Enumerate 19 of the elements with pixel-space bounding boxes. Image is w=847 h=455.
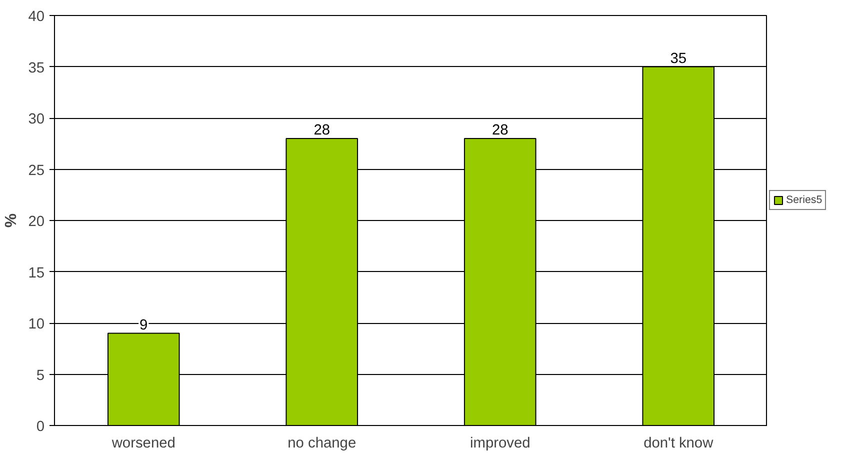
x-tick-label: no change bbox=[288, 436, 356, 452]
y-tick-label: 25 bbox=[28, 162, 45, 179]
x-tick-label: don't know bbox=[644, 436, 714, 452]
y-tick-label: 10 bbox=[28, 316, 45, 332]
x-tick-label: worsened bbox=[110, 436, 176, 452]
y-tick-label: 35 bbox=[28, 60, 45, 76]
y-tick-label: 20 bbox=[28, 214, 45, 230]
data-label: 35 bbox=[670, 50, 687, 67]
y-tick-label: 0 bbox=[36, 419, 45, 435]
y-tick-label: 15 bbox=[28, 265, 45, 282]
y-tick-label: 40 bbox=[28, 9, 45, 25]
y-tick-label: 5 bbox=[36, 368, 45, 384]
data-label: 9 bbox=[140, 317, 148, 334]
legend-label: Series5 bbox=[786, 194, 822, 206]
x-tick-label: improved bbox=[470, 436, 530, 452]
data-label: 28 bbox=[314, 122, 330, 138]
y-tick-label: 30 bbox=[28, 112, 45, 128]
y-axis-title: % bbox=[3, 213, 20, 228]
data-label: 28 bbox=[492, 122, 508, 138]
